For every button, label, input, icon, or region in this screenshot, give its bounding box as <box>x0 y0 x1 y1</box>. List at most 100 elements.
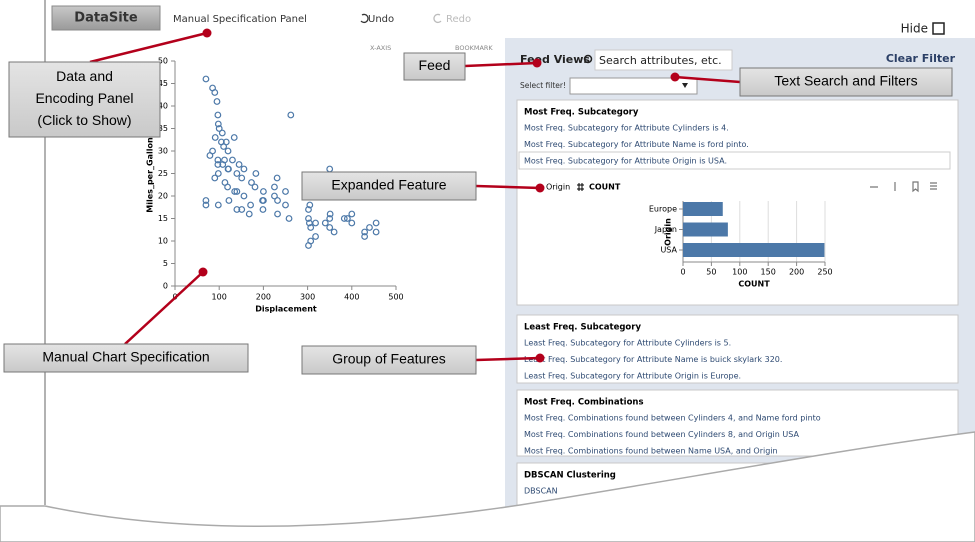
y-tick-label: 40 <box>158 102 168 111</box>
expanded-item-box[interactable] <box>518 151 951 170</box>
feature-item[interactable]: Least Freq. Subcategory for Attribute Cy… <box>524 339 731 348</box>
scatter-point <box>274 197 281 204</box>
callout-dot <box>532 58 542 68</box>
scatter-point <box>225 165 232 173</box>
scatter-point <box>271 192 278 200</box>
scatter-point <box>238 206 246 213</box>
feature-item[interactable]: Least Freq. Subcategory for Attribute Na… <box>524 355 782 364</box>
x-tick-label: 200 <box>256 293 271 302</box>
feature-item[interactable]: Most Freq. Subcategory for Attribute Cyl… <box>524 124 729 133</box>
callout-text: (Click to Show) <box>37 112 131 128</box>
callout-connector <box>475 184 541 190</box>
scatter-point <box>282 188 289 195</box>
feature-item[interactable]: Most Freq. Combinations found between Na… <box>524 447 778 456</box>
feature-item[interactable]: Most Freq. Combinations found between Cy… <box>524 430 799 439</box>
callout-box <box>403 52 466 81</box>
search-box[interactable] <box>594 49 733 71</box>
scatter-point <box>306 201 314 209</box>
scatter-point <box>214 156 222 164</box>
callout-text: Data and <box>56 68 113 84</box>
scatter-point <box>214 161 222 168</box>
scatter-point <box>225 197 233 204</box>
scatter-point <box>211 174 219 182</box>
callout-box <box>301 171 477 201</box>
x-tick-label: 250 <box>817 268 832 277</box>
y-tick-label: Japan <box>654 225 677 234</box>
scatter-point <box>233 170 241 177</box>
feature-item[interactable]: Least Freq. Subcategory for Attribute Or… <box>524 372 741 381</box>
scatter-point <box>224 183 231 191</box>
scatter-point <box>240 192 248 200</box>
y-tick-label: 45 <box>158 79 168 88</box>
scatter-point <box>340 215 348 222</box>
redo-icon[interactable] <box>433 13 442 24</box>
scatter-point <box>247 201 254 209</box>
callout-connector <box>674 75 741 84</box>
scatter-point <box>282 201 289 209</box>
callout-connector <box>124 271 204 345</box>
callout-text: Encoding Panel <box>35 90 133 106</box>
hide-icon[interactable] <box>932 22 945 35</box>
scatter-point <box>251 183 259 191</box>
feature-item[interactable]: DBSCAN <box>524 487 558 496</box>
scatter-point <box>366 224 373 231</box>
undo[interactable]: Undo <box>368 14 394 25</box>
y-tick-label: 0 <box>163 282 168 291</box>
scatter-point <box>274 210 281 218</box>
clear-filter[interactable]: Clear Filter <box>886 52 956 65</box>
y-tick-label: 25 <box>158 169 168 178</box>
y-tick-label: 35 <box>158 124 168 133</box>
y-tick-label: 5 <box>163 259 168 268</box>
callout-connector <box>464 61 538 68</box>
group-title: DBSCAN Clustering <box>524 471 616 481</box>
scatter-point <box>260 188 267 195</box>
scatter-point <box>215 125 223 132</box>
feature-item[interactable]: Most Freq. Combinations found between Cy… <box>524 414 821 423</box>
scatter-point <box>214 201 222 209</box>
x-tick-label: 400 <box>344 293 359 302</box>
callout-dot <box>198 267 208 277</box>
scatter-point <box>224 147 232 155</box>
scatter-point <box>271 183 278 191</box>
chart-tools[interactable] <box>870 181 937 193</box>
y-tick-label: 10 <box>158 237 168 246</box>
callout-box <box>8 61 161 138</box>
scatter-point <box>214 170 222 177</box>
bar-x-label: COUNT <box>738 280 770 289</box>
undo-icon[interactable] <box>360 13 369 24</box>
select-box[interactable] <box>569 77 698 95</box>
logo-box[interactable] <box>51 5 161 31</box>
feature-group <box>516 99 959 306</box>
hide[interactable]: Hide <box>901 22 928 36</box>
group-title: Most Freq. Combinations <box>524 398 644 408</box>
scatter-point <box>326 224 334 231</box>
scatter-point <box>202 201 210 209</box>
scatter-point <box>312 219 319 227</box>
scatter-point <box>259 197 266 204</box>
y-axis-label: Miles_per_Gallon <box>146 137 155 213</box>
page-curl <box>0 431 975 542</box>
callout-dot <box>535 353 545 363</box>
select-arrow <box>682 83 688 88</box>
scatter-point <box>305 242 312 249</box>
feature-item[interactable]: Most Freq. Subcategory for Attribute Nam… <box>524 140 749 149</box>
bar <box>683 243 825 257</box>
scatter-point <box>307 224 315 231</box>
scatter-point <box>285 215 293 222</box>
logo[interactable]: DataSite <box>74 11 138 26</box>
select-label: Select filter! <box>520 81 566 90</box>
redo[interactable]: Redo <box>446 14 471 25</box>
scatter-point <box>248 179 255 186</box>
search-placeholder[interactable]: Search attributes, etc. <box>599 54 722 67</box>
toolbar-item[interactable]: BOOKMARK <box>455 44 493 52</box>
scatter-point <box>361 228 369 236</box>
panel-title[interactable]: Manual Specification Panel <box>173 14 307 25</box>
scatter-point <box>218 129 226 137</box>
feature-item[interactable]: Most Freq. Subcategory for Attribute Ori… <box>524 157 727 166</box>
callout-box <box>301 345 477 375</box>
toolbar-item[interactable]: X-AXIS <box>370 44 391 52</box>
x-tick-label: 150 <box>761 268 776 277</box>
scatter-point <box>252 170 260 177</box>
callout-dot <box>670 72 680 82</box>
